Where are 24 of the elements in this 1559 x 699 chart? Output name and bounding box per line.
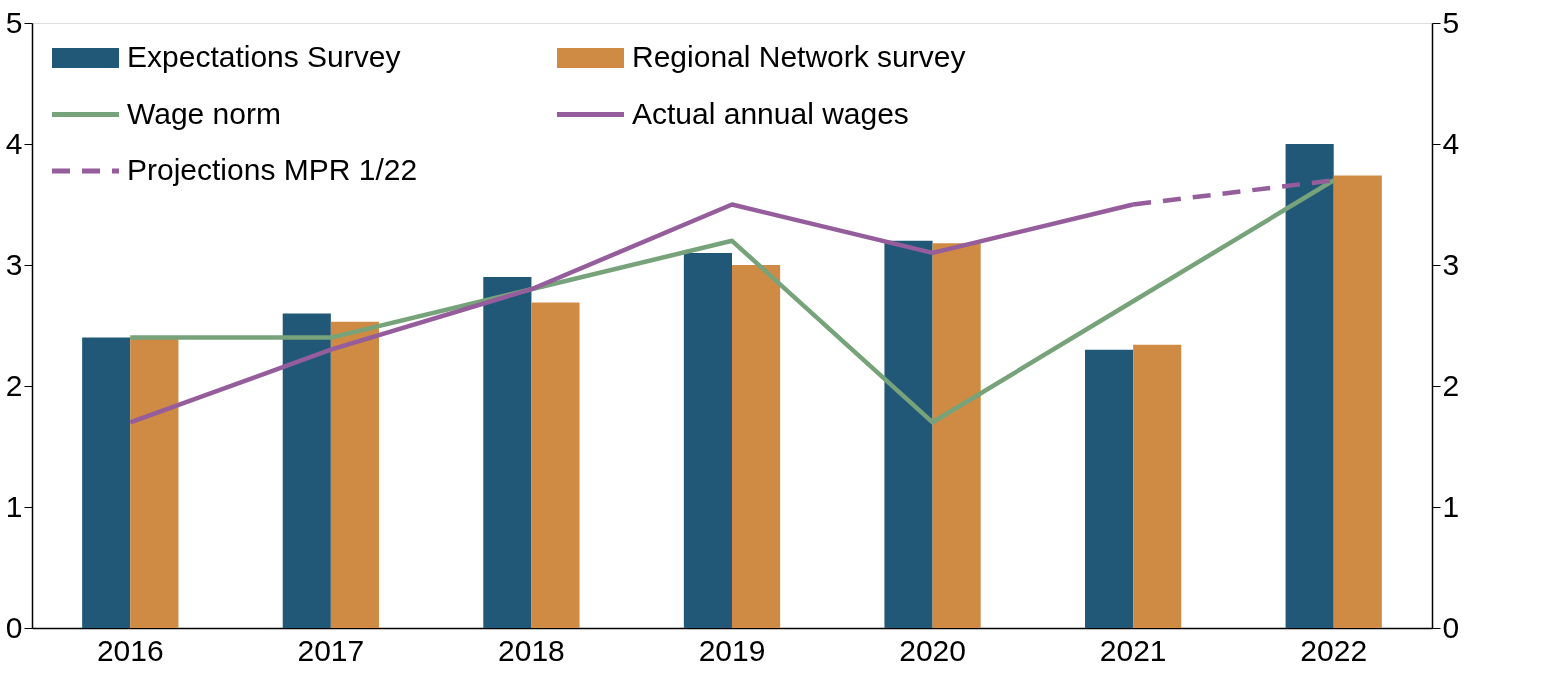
y-tick-label: 2 <box>5 368 23 402</box>
legend-label: Actual annual wages <box>632 96 909 130</box>
y-tick-label: 4 <box>5 126 23 160</box>
x-tick-label: 2019 <box>698 633 766 667</box>
x-tick-label: 2022 <box>1300 633 1368 667</box>
y-tick-label: 0 <box>5 610 23 644</box>
y2-tick-label: 4 <box>1442 126 1460 160</box>
legend-label: Wage norm <box>127 96 281 130</box>
y2-tick-label: 1 <box>1442 489 1460 523</box>
x-tick-label: 2016 <box>96 633 164 667</box>
legend-label: Expectations Survey <box>127 40 401 73</box>
y2-tick-label: 0 <box>1442 610 1460 644</box>
x-tick-label: 2021 <box>1099 633 1167 667</box>
x-tick-label: 2018 <box>498 633 565 667</box>
x-tick-label: 2020 <box>899 633 966 667</box>
legend-label: Projections MPR 1/22 <box>127 153 418 186</box>
y-tick-label: 5 <box>5 5 23 39</box>
x-tick-label: 2017 <box>297 633 365 667</box>
legend-label: Regional Network survey <box>632 40 966 73</box>
y-tick-label: 1 <box>5 489 23 523</box>
y-tick-label: 3 <box>5 247 23 281</box>
y2-tick-label: 2 <box>1442 368 1460 402</box>
y2-tick-label: 5 <box>1442 5 1460 39</box>
y2-tick-label: 3 <box>1442 247 1460 281</box>
